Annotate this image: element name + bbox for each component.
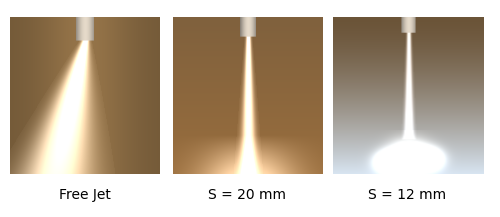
Text: S = 20 mm: S = 20 mm [208,188,286,202]
Text: Free Jet: Free Jet [59,188,111,202]
Text: S = 12 mm: S = 12 mm [368,188,446,202]
